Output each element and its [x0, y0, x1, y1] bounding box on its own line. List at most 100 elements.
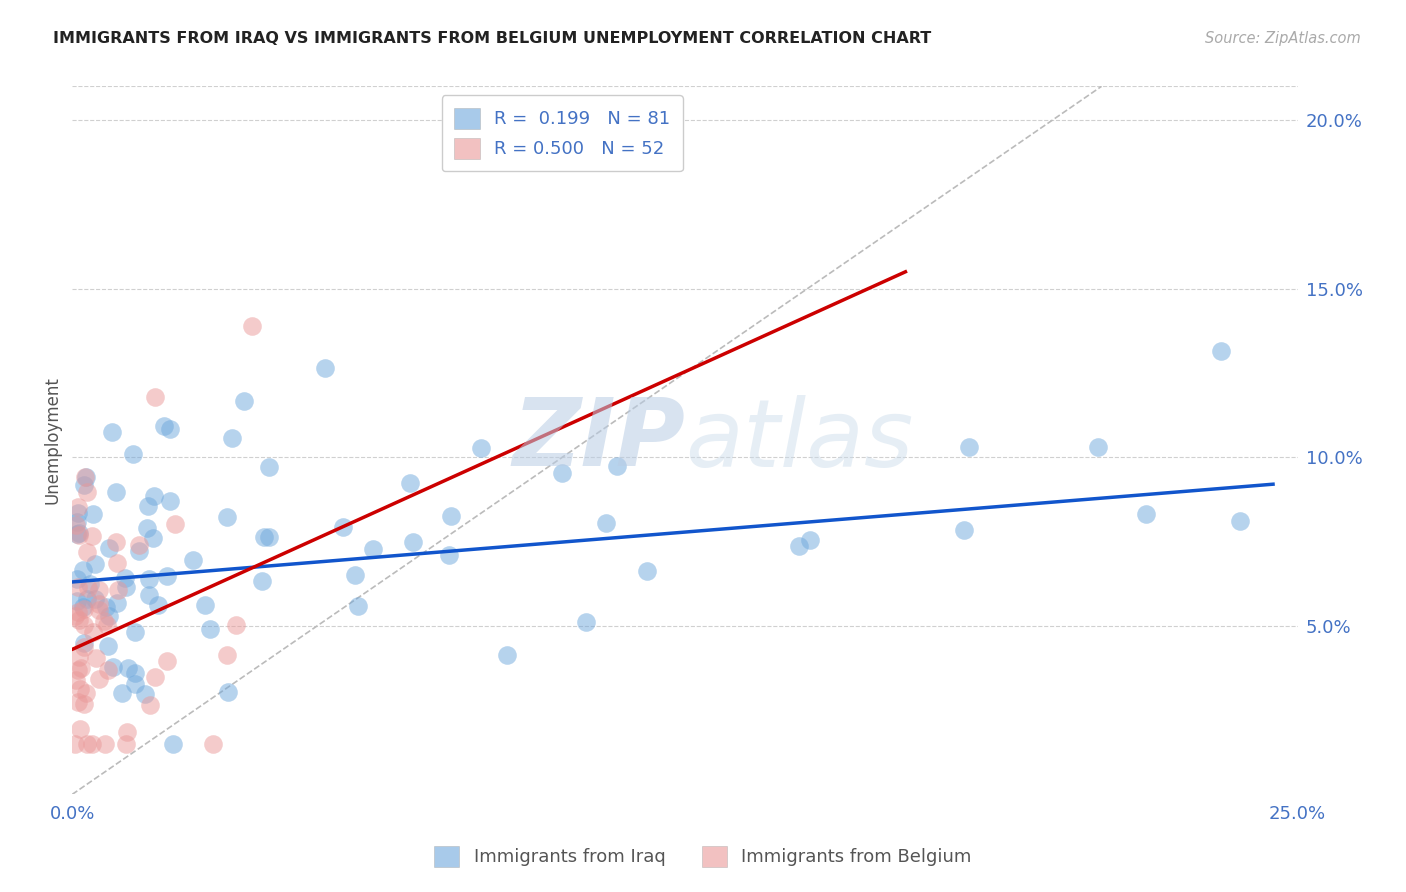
Point	[82, 528, 104, 542]
Point	[73, 636, 96, 650]
Point	[437, 548, 460, 562]
Point	[66, 527, 89, 541]
Point	[65, 673, 87, 687]
Point	[142, 531, 165, 545]
Point	[84, 592, 107, 607]
Point	[148, 598, 170, 612]
Point	[217, 648, 239, 663]
Point	[1229, 514, 1251, 528]
Point	[135, 521, 157, 535]
Point	[63, 737, 86, 751]
Point	[76, 737, 98, 751]
Point	[159, 494, 181, 508]
Point	[97, 663, 120, 677]
Point	[65, 517, 87, 532]
Point	[80, 737, 103, 751]
Point	[139, 698, 162, 712]
Point	[124, 625, 146, 640]
Point	[163, 517, 186, 532]
Point	[142, 489, 165, 503]
Point	[181, 553, 204, 567]
Point	[93, 614, 115, 628]
Point	[75, 686, 97, 700]
Point	[66, 695, 89, 709]
Point	[114, 580, 136, 594]
Point	[361, 542, 384, 557]
Point	[636, 564, 658, 578]
Text: IMMIGRANTS FROM IRAQ VS IMMIGRANTS FROM BELGIUM UNEMPLOYMENT CORRELATION CHART: IMMIGRANTS FROM IRAQ VS IMMIGRANTS FROM …	[53, 31, 932, 46]
Point	[114, 571, 136, 585]
Text: ZIP: ZIP	[512, 394, 685, 486]
Point	[115, 725, 138, 739]
Point	[957, 440, 980, 454]
Point	[67, 580, 90, 594]
Point	[952, 523, 974, 537]
Point	[232, 393, 254, 408]
Point	[115, 737, 138, 751]
Point	[1135, 507, 1157, 521]
Point	[143, 390, 166, 404]
Point	[79, 576, 101, 591]
Point	[153, 419, 176, 434]
Point	[242, 318, 264, 333]
Point	[332, 519, 354, 533]
Point	[73, 477, 96, 491]
Point	[75, 470, 97, 484]
Point	[96, 599, 118, 614]
Point	[70, 661, 93, 675]
Point	[1087, 441, 1109, 455]
Point	[105, 557, 128, 571]
Point	[257, 530, 280, 544]
Point	[470, 441, 492, 455]
Point	[344, 568, 367, 582]
Point	[87, 672, 110, 686]
Point	[117, 661, 139, 675]
Point	[314, 360, 336, 375]
Point	[76, 485, 98, 500]
Point	[67, 528, 90, 542]
Point	[252, 530, 274, 544]
Point	[87, 603, 110, 617]
Point	[97, 639, 120, 653]
Point	[162, 737, 184, 751]
Point	[73, 697, 96, 711]
Point	[89, 598, 111, 612]
Y-axis label: Unemployment: Unemployment	[44, 376, 60, 504]
Legend: Immigrants from Iraq, Immigrants from Belgium: Immigrants from Iraq, Immigrants from Be…	[427, 838, 979, 874]
Point	[136, 499, 159, 513]
Point	[217, 509, 239, 524]
Point	[252, 574, 274, 589]
Point	[138, 572, 160, 586]
Point	[138, 589, 160, 603]
Point	[76, 591, 98, 606]
Point	[72, 563, 94, 577]
Point	[84, 650, 107, 665]
Point	[87, 583, 110, 598]
Point	[194, 598, 217, 612]
Point	[440, 508, 463, 523]
Point	[83, 557, 105, 571]
Point	[1209, 343, 1232, 358]
Point	[67, 526, 90, 541]
Point	[595, 516, 617, 530]
Point	[69, 613, 91, 627]
Point	[101, 660, 124, 674]
Point	[399, 476, 422, 491]
Point	[799, 533, 821, 548]
Point	[66, 573, 89, 587]
Point	[159, 421, 181, 435]
Point	[72, 600, 94, 615]
Point	[551, 466, 574, 480]
Point	[76, 581, 98, 595]
Point	[606, 459, 628, 474]
Point	[66, 606, 89, 620]
Point	[93, 737, 115, 751]
Point	[156, 568, 179, 582]
Point	[257, 459, 280, 474]
Point	[575, 615, 598, 629]
Point	[128, 538, 150, 552]
Point	[72, 640, 94, 655]
Point	[124, 666, 146, 681]
Point	[402, 535, 425, 549]
Point	[66, 516, 89, 530]
